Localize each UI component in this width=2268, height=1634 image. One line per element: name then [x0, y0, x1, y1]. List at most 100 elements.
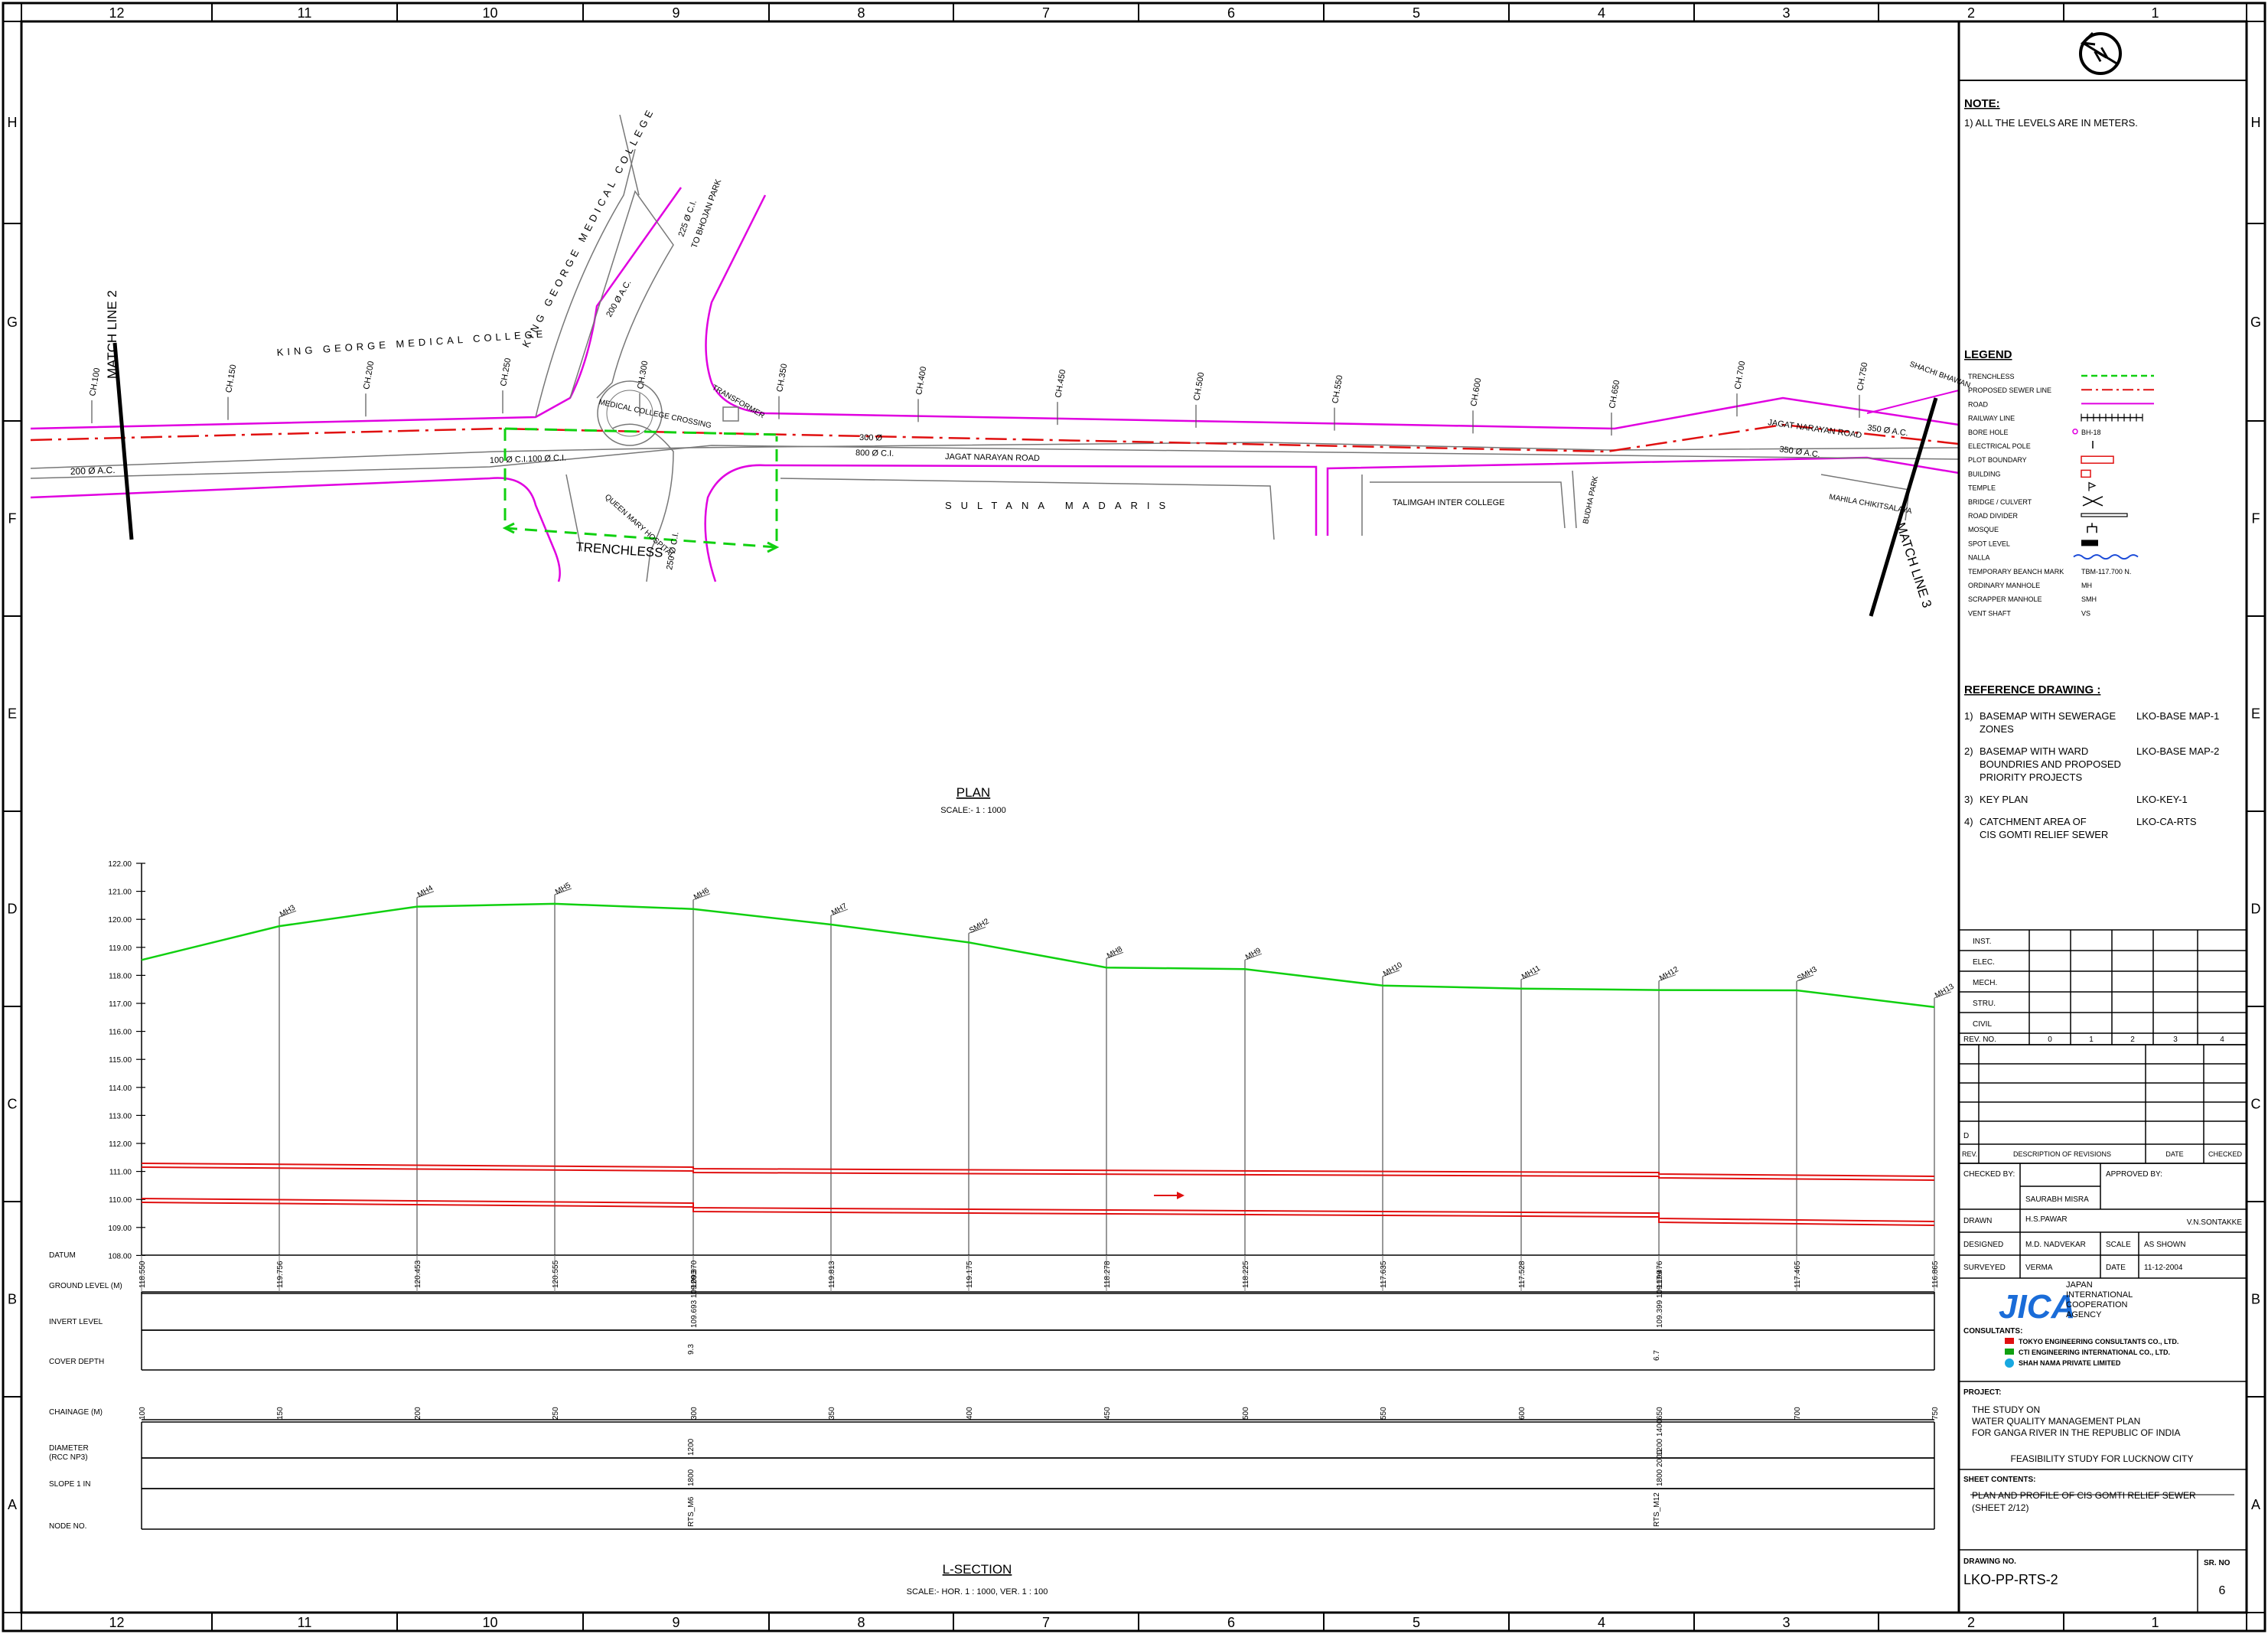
cti-logo-icon	[2005, 1349, 2014, 1355]
mahila-label: MAHILA CHIKITSALAYA	[1828, 493, 1912, 516]
match-line-left-label: MATCH LINE 2	[105, 290, 119, 379]
note-title: NOTE:	[1964, 97, 2000, 110]
approved-by-label: APPROVED BY:	[2106, 1170, 2162, 1179]
trenchless-line	[503, 427, 781, 549]
ground-level-value: 120.453	[414, 1260, 422, 1288]
legend-label: BORE HOLE	[1968, 429, 2009, 436]
grid-col-label-bottom: 5	[1413, 1615, 1420, 1630]
reference-text: ZONES	[1980, 723, 2014, 735]
drawn-name: H.S.PAWAR	[2025, 1215, 2068, 1224]
legend-label: PLOT BOUNDARY	[1968, 456, 2027, 464]
legend-label: NALLA	[1968, 554, 1990, 562]
shah-logo-icon	[2005, 1358, 2014, 1368]
transformer-box	[722, 406, 739, 422]
legend-symbol-text: BH-18	[2081, 429, 2101, 436]
grid-col-label-top: 9	[672, 5, 679, 21]
manhole-label: MH6	[692, 886, 711, 902]
chainage-value: 600	[1518, 1407, 1527, 1420]
match-line-right	[1869, 397, 1938, 617]
sewer-crown-line	[141, 1163, 1935, 1177]
grid-row-label-left: B	[8, 1292, 17, 1307]
grid-col-label-bottom: 4	[1598, 1615, 1605, 1630]
chainage-label: CH.350	[775, 363, 789, 393]
reference-text: BASEMAP WITH SEWERAGE	[1980, 710, 2116, 722]
project-line: WATER QUALITY MANAGEMENT PLAN	[1972, 1416, 2140, 1427]
manhole-label: MH11	[1520, 964, 1542, 982]
ground-level-value: 120.370	[690, 1260, 699, 1288]
sewer-crown-line-2	[141, 1166, 1935, 1181]
consultant-name: CTI ENGINEERING INTERNATIONAL CO., LTD.	[2019, 1349, 2170, 1356]
legend-label: RAILWAY LINE	[1968, 415, 2015, 422]
chainage-value: 450	[1103, 1407, 1112, 1420]
legend-symbol-text: VS	[2081, 609, 2090, 617]
project-line: THE STUDY ON	[1972, 1404, 2040, 1415]
pipe-350-label: 350 Ø A.C.	[1867, 423, 1909, 438]
reference-code: LKO-BASE MAP-2	[2136, 745, 2219, 757]
manhole-label: SMH2	[968, 917, 991, 935]
ground-level-value: 119.756	[276, 1261, 285, 1288]
grid-row-label-right: A	[2251, 1497, 2260, 1512]
checked-by-label: CHECKED BY:	[1963, 1170, 2015, 1179]
grid-row-label-right: F	[2252, 511, 2260, 527]
y-tick-label: 110.00	[109, 1196, 132, 1205]
manhole-leader	[1934, 991, 1952, 999]
roundabout	[597, 380, 663, 446]
manhole-leader	[968, 926, 986, 934]
chainage-label: CH.100	[88, 367, 102, 397]
feasibility-line: FEASIBILITY STUDY FOR LUCKNOW CITY	[2011, 1453, 2194, 1464]
designed-name: M.D. NADVEKAR	[2025, 1241, 2086, 1249]
l-section-values: 118.550 119.756 120.453 120.555 120.370 119.8…	[138, 1260, 1940, 1527]
road-edge-north-east	[1866, 390, 1960, 414]
legend-label: TRENCHLESS	[1968, 373, 2015, 380]
chainage-label: CH.400	[914, 366, 928, 396]
legend-borehole-icon	[2072, 429, 2078, 435]
node-value: RTS_M12	[1653, 1492, 1661, 1527]
grid-col-label-top: 5	[1413, 5, 1420, 21]
legend-label: BRIDGE / CULVERT	[1968, 498, 2032, 506]
row-label: DIAMETER	[49, 1444, 89, 1453]
north-arrow-icon	[2079, 32, 2122, 75]
reference-title: REFERENCE DRAWING :	[1964, 683, 2100, 696]
grid-col-label-bottom: 3	[1782, 1615, 1790, 1630]
reference-text: KEY PLAN	[1980, 794, 2028, 805]
rev-head: DATE	[2165, 1150, 2183, 1158]
node-value: RTS_M6	[687, 1496, 696, 1527]
manhole-leader	[1106, 951, 1124, 959]
discipline-label: MECH.	[1973, 979, 1997, 987]
chainage-label: CH.550	[1331, 374, 1344, 404]
sign-off-block	[1959, 1163, 2247, 1613]
kgmc-road-edge-2	[569, 190, 674, 399]
grid-reference-marks	[3, 3, 2265, 1631]
manhole-leader	[1796, 974, 1814, 982]
manhole-label: MH9	[1244, 946, 1263, 961]
reference-num: 3)	[1964, 794, 1973, 805]
project-label: PROJECT:	[1963, 1388, 2001, 1397]
l-section: 122.00 121.00 120.00 119.00 118.00 117.00 116.…	[49, 860, 1956, 1596]
chainage-label: CH.300	[636, 360, 650, 390]
chainage-value: 650	[1656, 1407, 1664, 1420]
rev-head: REV.	[1962, 1150, 1977, 1158]
chainage-value: 350	[828, 1407, 836, 1420]
scale-value: AS SHOWN	[2144, 1241, 2185, 1249]
kgmc-road-label: KING GEORGE MEDICAL COLLEGE	[276, 328, 547, 358]
sewer-invert-line	[141, 1198, 1935, 1222]
jica-name-line: COOPERATION	[2066, 1300, 2128, 1309]
y-tick-label: 111.00	[109, 1169, 132, 1177]
grid-row-label-right: B	[2251, 1292, 2260, 1307]
reference-rows: 1) LKO-BASE MAP-1 BASEMAP WITH SEWERAGEZON…	[1964, 710, 2219, 840]
rev-no-label: REV. NO.	[1963, 1036, 1996, 1044]
pipe-200-ac-label: 200 Ø A.C.	[70, 465, 116, 477]
legend-symbol-text: SMH	[2081, 595, 2097, 603]
legend-bridge-icon	[2082, 496, 2103, 507]
ground-level-value: 117.528	[1518, 1261, 1527, 1288]
kgmc-boundary	[619, 114, 640, 196]
grid-col-label-bottom: 7	[1042, 1615, 1050, 1630]
grid-row-label-left: G	[7, 315, 18, 330]
grid-col-label-top: 3	[1782, 5, 1790, 21]
manhole-leader	[1382, 970, 1400, 977]
pipe-200-ac2-label: 200 Ø A.C.	[604, 279, 633, 319]
pipe-800-label: 800 Ø C.I.	[855, 448, 894, 458]
manhole-label: MH8	[1106, 945, 1124, 961]
talimgah-boundary	[1361, 475, 1566, 536]
reference-text: CIS GOMTI RELIEF SEWER	[1980, 829, 2108, 840]
